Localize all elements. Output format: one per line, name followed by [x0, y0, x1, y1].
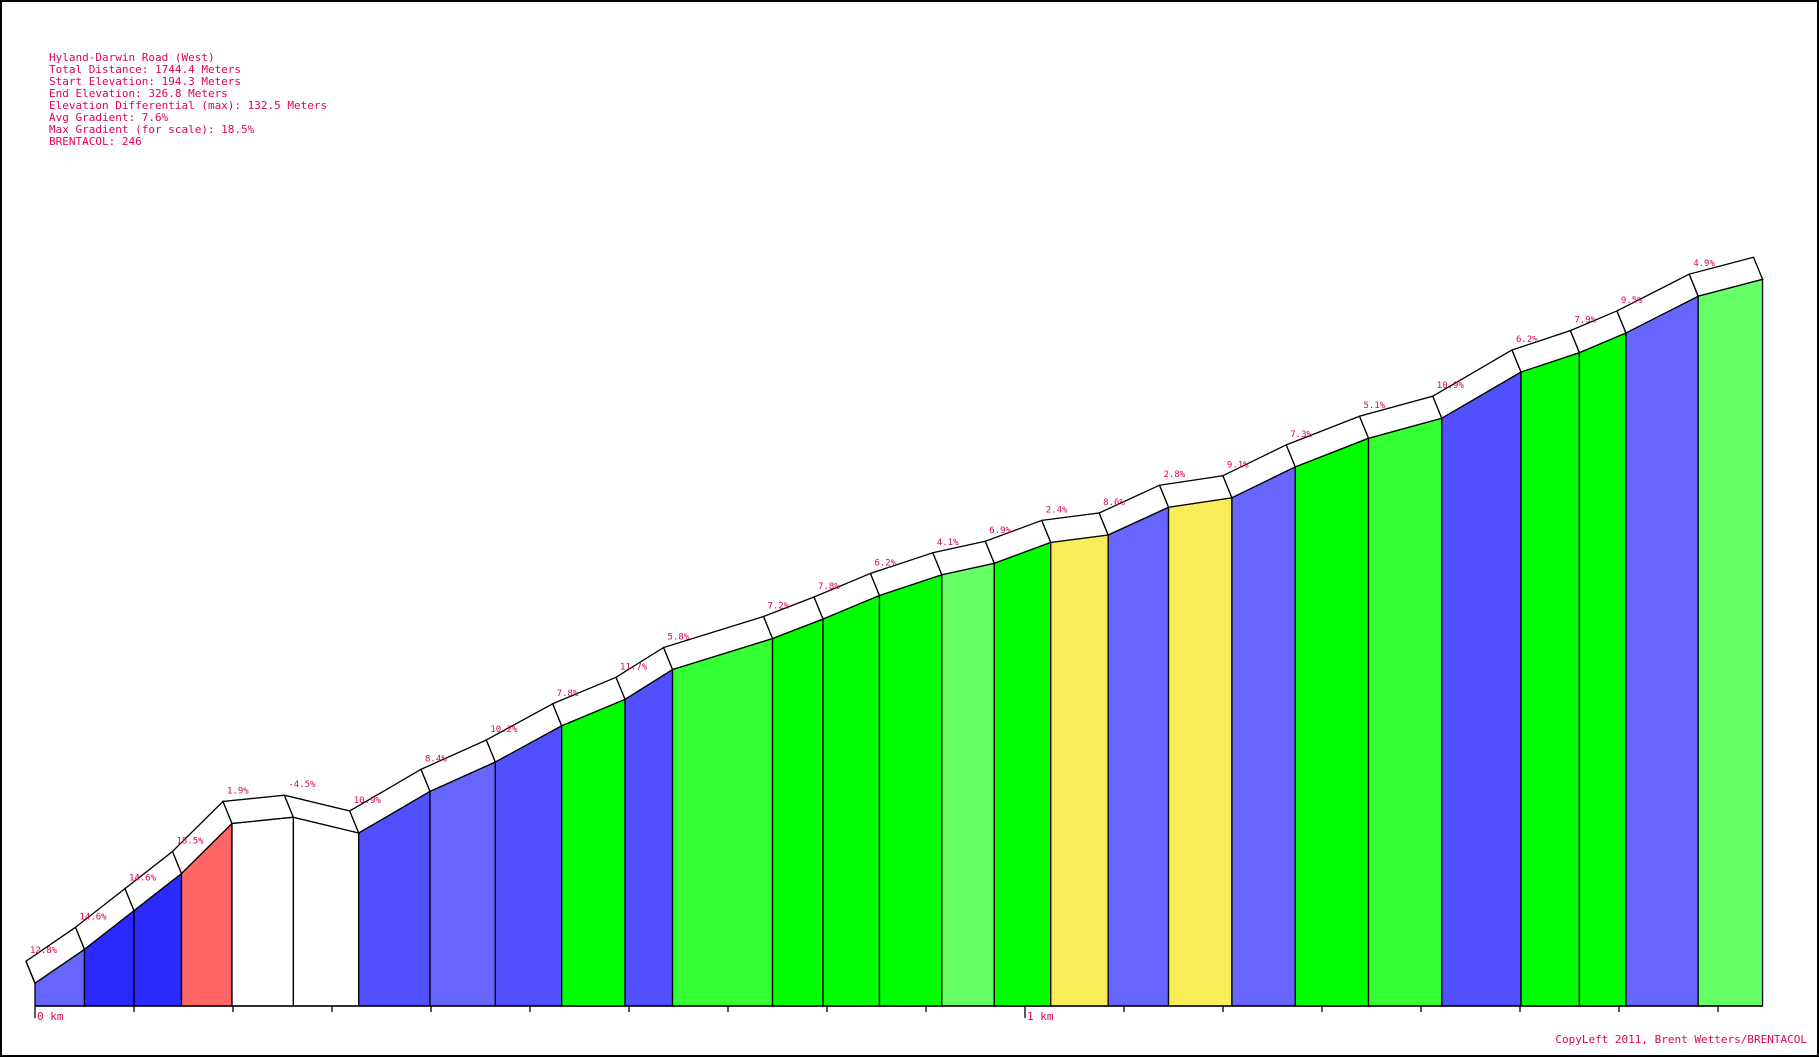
gradient-label: -4.5% [288, 780, 316, 790]
gradient-segment [1107, 506, 1170, 1007]
gradient-segment [941, 562, 995, 1007]
gradient-label: 10.9% [354, 796, 382, 806]
info-end-elevation: End Elevation: 326.8 Meters [49, 87, 228, 100]
gradient-segment [822, 594, 881, 1007]
gradient-segment [771, 618, 824, 1007]
gradient-label: 2.4% [1046, 505, 1068, 515]
info-start-elevation: Start Elevation: 194.3 Meters [49, 75, 241, 88]
gradient-label: 8.4% [425, 754, 447, 764]
gradient-label: 9.1% [1227, 461, 1249, 471]
gradient-label: 7.3% [1290, 430, 1312, 440]
gradient-label: 14.6% [80, 912, 108, 922]
gradient-segment [624, 668, 674, 1007]
gradient-label: 6.9% [989, 526, 1011, 536]
gradient-label: 7.8% [818, 582, 840, 592]
gradient-label: 18.5% [177, 836, 205, 846]
gradient-label: 11.7% [620, 662, 648, 672]
gradient-segment [1167, 496, 1233, 1007]
gradient-label: 7.9% [1574, 316, 1596, 326]
gradient-label: 7.8% [557, 689, 579, 699]
road-band-layer [25, 256, 1764, 985]
x-tick-label: 0 km [37, 1010, 64, 1023]
gradient-segment [561, 698, 626, 1007]
gradient-labels-layer: 12.8% 14.6% 14.6% 18.5% 1.9% -4.5% 10.9% 8.4% 10… [30, 259, 1715, 956]
gradient-segment [231, 816, 295, 1007]
gradient-segment [429, 760, 497, 1007]
info-max-gradient: Max Gradient (for scale): 18.5% [49, 123, 255, 136]
gradient-segment [1625, 295, 1699, 1007]
copyleft-text: CopyLeft 2011, Brent Wetters/BRENTACOL [1555, 1033, 1807, 1046]
gradient-segment [1294, 437, 1370, 1007]
gradient-label: 12.8% [30, 946, 58, 956]
gradient-label: 1.9% [227, 786, 249, 796]
gradient-segment [993, 541, 1052, 1007]
gradient-label: 10.9% [1437, 381, 1465, 391]
gradient-segment [1367, 417, 1443, 1007]
gradient-label: 2.8% [1164, 470, 1186, 480]
gradient-label: 5.8% [668, 633, 690, 643]
gradient-segment [1697, 278, 1764, 1007]
road-band-edge [25, 960, 36, 984]
gradient-label: 4.9% [1693, 259, 1715, 269]
gradient-segment [1520, 351, 1581, 1007]
gradient-label: 6.2% [1516, 335, 1538, 345]
info-brentacol: BRENTACOL: 246 [49, 135, 142, 148]
x-tick-label: 1 km [1027, 1010, 1054, 1023]
x-axis: 0 km 1 km [34, 1005, 1763, 1023]
gradient-label: 6.2% [874, 558, 896, 568]
gradient-label: 4.1% [937, 538, 959, 548]
gradient-segment [878, 573, 943, 1007]
info-elevation-differential: Elevation Differential (max): 132.5 Mete… [49, 99, 327, 112]
gradient-label: 14.6% [129, 874, 157, 884]
info-block: Hyland-Darwin Road (West) Total Distance… [49, 51, 327, 148]
gradient-segment [1441, 370, 1522, 1007]
gradient-segment [1050, 534, 1109, 1007]
info-title: Hyland-Darwin Road (West) [49, 51, 215, 64]
gradient-segment [292, 816, 360, 1007]
gradient-label: 5.1% [1364, 401, 1386, 411]
gradient-label: 8.6% [1103, 498, 1125, 508]
info-avg-gradient: Avg Gradient: 7.6% [49, 111, 169, 124]
gradient-segment [494, 724, 563, 1007]
gradient-label: 7.2% [768, 601, 790, 611]
gradient-segment [1231, 465, 1296, 1007]
gradient-label: 9.5% [1621, 296, 1643, 306]
gradient-segment [671, 637, 774, 1007]
segments-layer [34, 278, 1764, 1007]
info-total-distance: Total Distance: 1744.4 Meters [49, 63, 241, 76]
road-band-segment [1688, 256, 1764, 297]
gradient-label: 10.2% [490, 725, 518, 735]
gradient-segment [1578, 331, 1627, 1007]
